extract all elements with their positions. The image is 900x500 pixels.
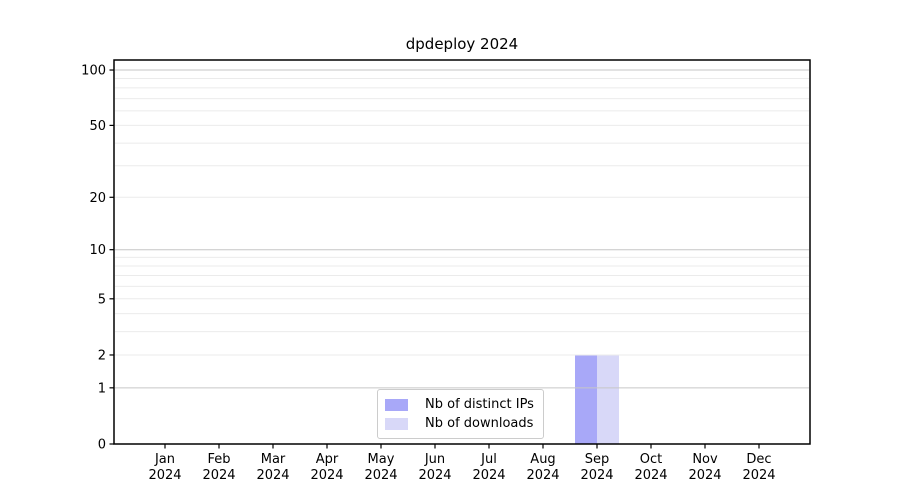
x-tick-label-year: 2024: [202, 468, 235, 483]
x-tick-label-month: Dec: [746, 452, 771, 467]
bar-nb-of-distinct-ips-sep: [575, 354, 597, 444]
y-tick-label: 5: [98, 292, 106, 307]
x-tick-label-year: 2024: [256, 468, 289, 483]
axes-spines: [113, 59, 811, 445]
y-tick-label: 100: [81, 64, 106, 79]
bar-nb-of-downloads-sep: [597, 354, 619, 444]
x-tick-label-year: 2024: [742, 468, 775, 483]
y-tick-label: 10: [89, 243, 106, 258]
x-tick-label-month: Nov: [692, 452, 718, 467]
x-tick-label-year: 2024: [526, 468, 559, 483]
legend-swatch-distinct-ips: [385, 398, 408, 411]
x-tick-label-month: Apr: [316, 452, 339, 467]
x-tick-label-month: Sep: [585, 452, 610, 467]
x-tick-label-year: 2024: [310, 468, 343, 483]
y-tick-label: 50: [89, 119, 106, 134]
x-tick-label-year: 2024: [148, 468, 181, 483]
legend: Nb of distinct IPs Nb of downloads: [377, 389, 544, 439]
x-tick-label-year: 2024: [418, 468, 451, 483]
x-tick-label-month: Aug: [530, 452, 555, 467]
x-tick-label-year: 2024: [580, 468, 613, 483]
y-tick-label: 0: [98, 438, 106, 453]
x-tick-label-year: 2024: [364, 468, 397, 483]
legend-swatch-downloads: [385, 417, 408, 430]
y-tick-label: 20: [89, 191, 106, 206]
legend-item-downloads: Nb of downloads: [385, 416, 543, 431]
x-tick-label-month: Jan: [154, 452, 175, 467]
x-tick-label-year: 2024: [634, 468, 667, 483]
chart-title: dpdeploy 2024: [405, 35, 519, 53]
legend-label-distinct-ips: Nb of distinct IPs: [425, 397, 534, 412]
x-tick-label-year: 2024: [472, 468, 505, 483]
x-tick-label-year: 2024: [688, 468, 721, 483]
x-tick-label-month: Oct: [640, 452, 662, 467]
x-tick-label-month: Mar: [261, 452, 286, 467]
y-tick-label: 1: [98, 381, 106, 396]
x-tick-label-month: Jul: [480, 452, 497, 467]
y-tick-label: 2: [98, 348, 106, 363]
legend-item-distinct-ips: Nb of distinct IPs: [385, 397, 543, 412]
x-tick-label-month: Feb: [207, 452, 230, 467]
x-tick-label-month: Jun: [424, 452, 445, 467]
legend-label-downloads: Nb of downloads: [425, 416, 534, 431]
x-tick-label-month: May: [368, 452, 395, 467]
